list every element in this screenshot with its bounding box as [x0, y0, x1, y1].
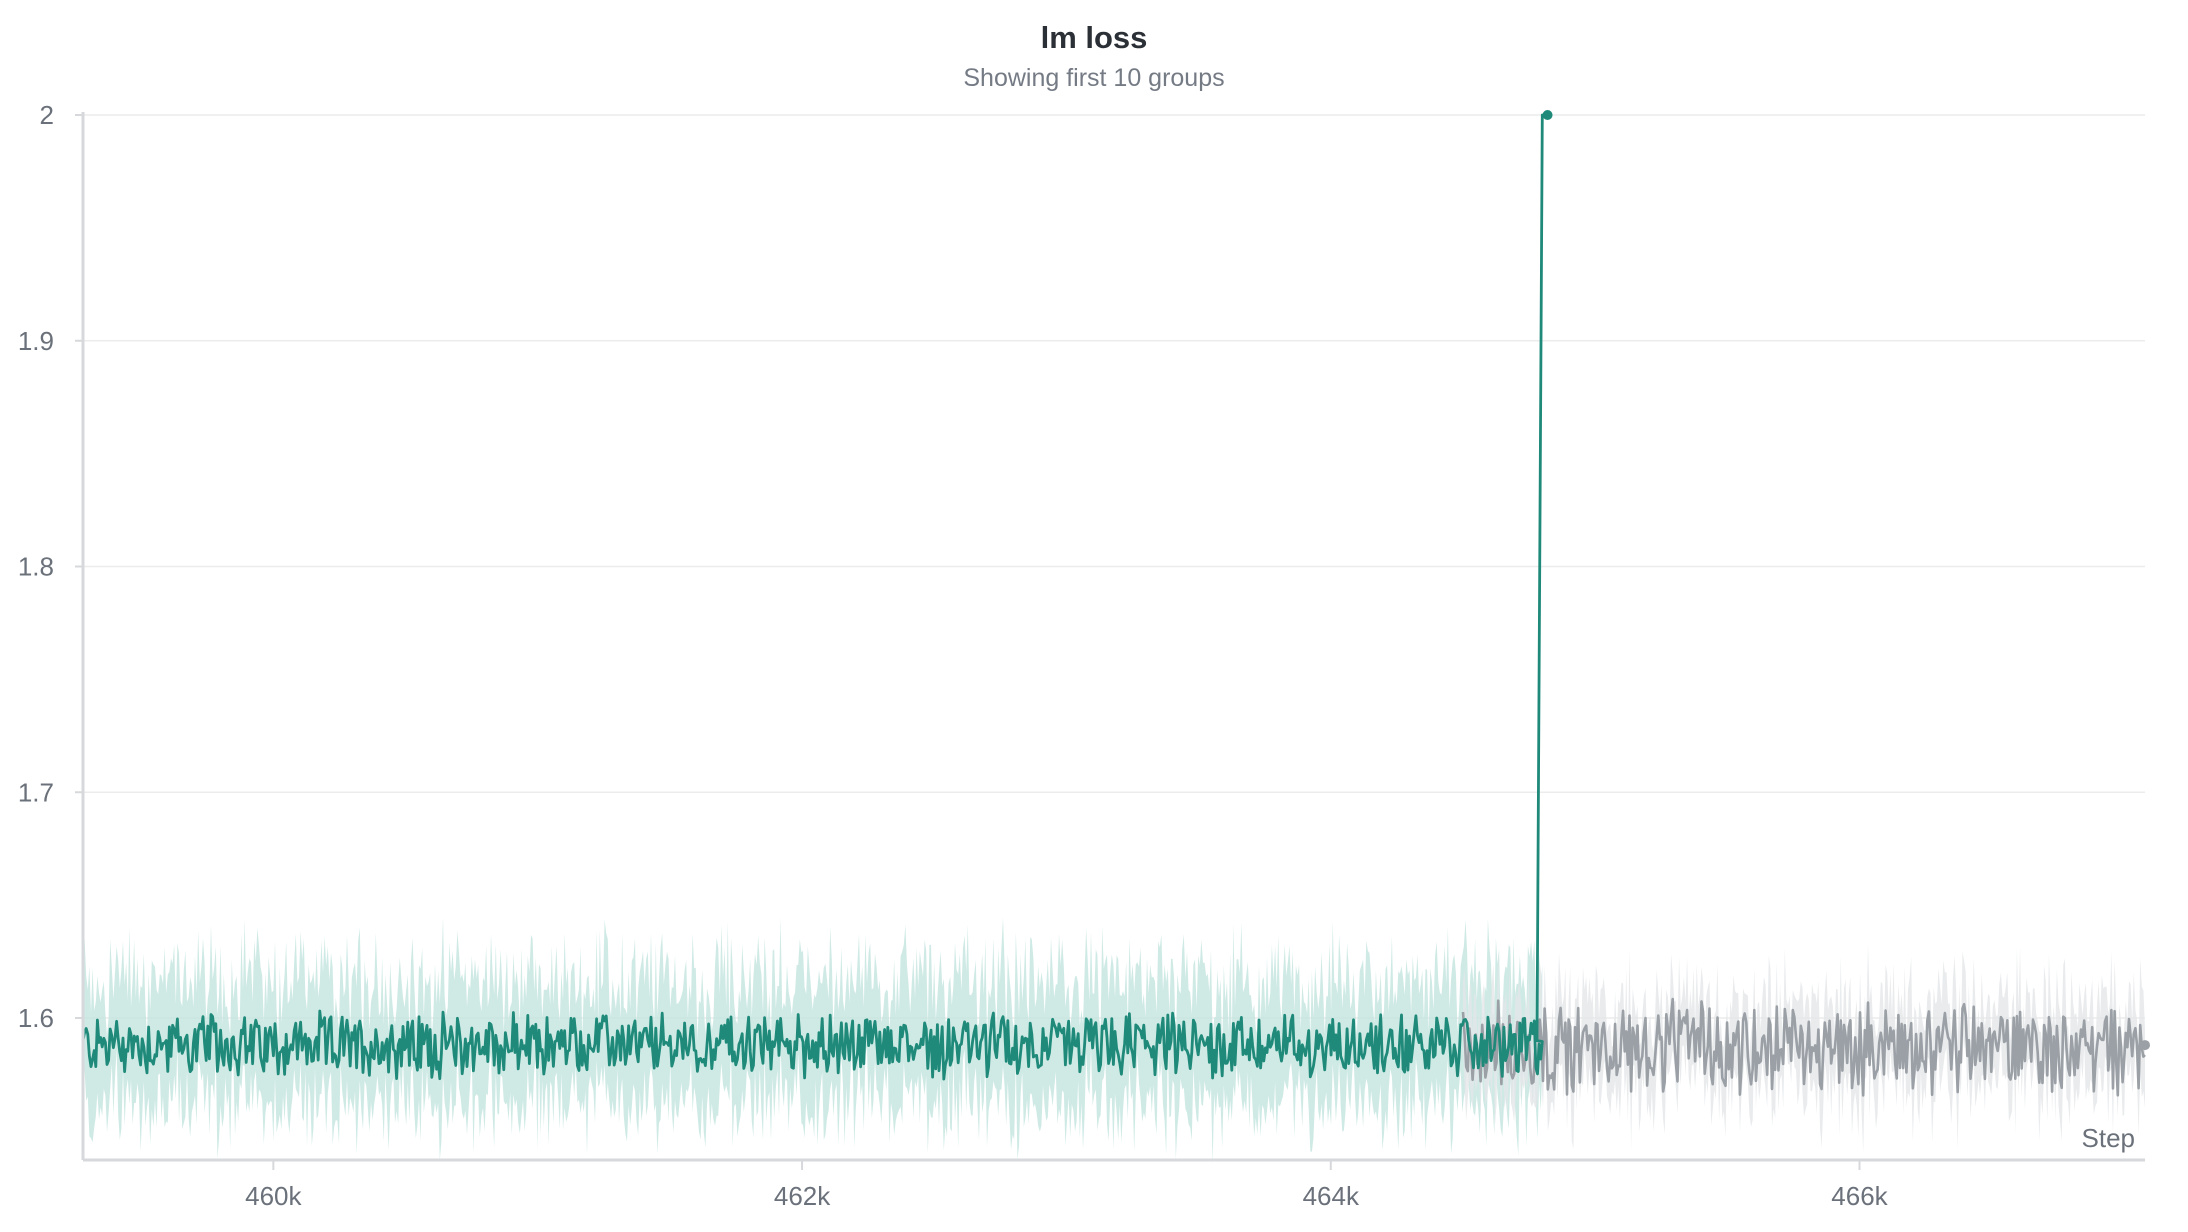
y-tick-label: 1.7	[18, 777, 54, 807]
chart-title: lm loss	[1040, 20, 1148, 55]
series-lines	[81, 110, 2150, 1097]
y-tick-label: 1.6	[18, 1003, 54, 1033]
tick-labels: 1.6 1.7 1.8 1.9 2 460k 462k 464k 466k Step	[18, 100, 2135, 1211]
x-axis-label: Step	[2082, 1123, 2136, 1153]
y-tick-label: 1.8	[18, 552, 54, 582]
chart-subtitle: Showing first 10 groups	[963, 64, 1225, 92]
y-tick-label: 2	[40, 100, 54, 130]
x-tick-label: 464k	[1303, 1181, 1360, 1211]
x-tick-label: 462k	[774, 1181, 831, 1211]
y-tick-label: 1.9	[18, 326, 54, 356]
axes	[75, 112, 2145, 1170]
x-tick-label: 466k	[1831, 1181, 1888, 1211]
series-2-end-marker	[2140, 1040, 2150, 1051]
x-tick-label: 460k	[245, 1181, 302, 1211]
series-1-end-marker	[1542, 110, 1553, 120]
series-line-1	[81, 113, 1548, 1081]
grid-lines	[83, 114, 2145, 1019]
series-line-2	[1461, 997, 2146, 1097]
